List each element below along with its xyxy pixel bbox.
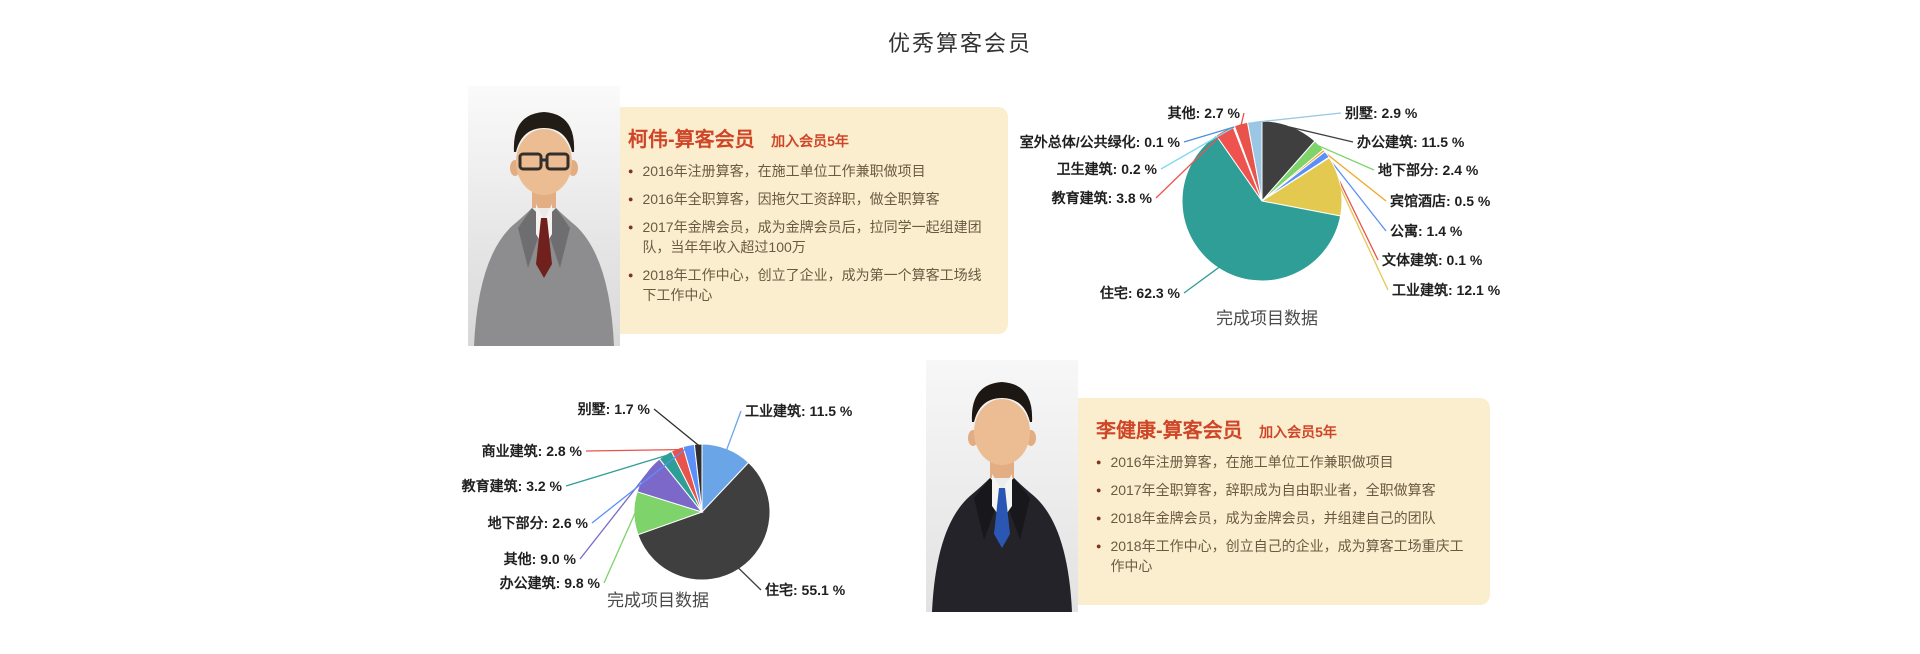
pie-label: 工业建筑: 12.1 % [1392, 282, 1501, 298]
bullet-dot-icon: ● [1096, 457, 1102, 467]
pie-leader-line [726, 410, 742, 450]
member-bullet-text: 2016年注册算客，在施工单位工作兼职做项目 [1110, 454, 1394, 470]
chart-caption: 完成项目数据 [607, 591, 709, 610]
member-card: 柯伟-算客会员 加入会员5年 ● 2016年注册算客，在施工单位工作兼职做项目 ● 2… [556, 107, 1008, 334]
member-photo [468, 86, 620, 346]
pie-slice [633, 491, 704, 536]
pie-label: 文体建筑: 0.1 % [1382, 252, 1483, 268]
member-card: 李健康-算客会员 加入会员5年 ● 2016年注册算客，在施工单位工作兼职做项目 ●… [1070, 398, 1490, 605]
member-bullet-text: 2018年金牌会员，成为金牌会员，并组建自己的团队 [1110, 510, 1436, 526]
pie-slice [1261, 150, 1330, 202]
bullet-dot-icon: ● [628, 166, 634, 176]
pie-label: 其他: 2.7 % [1167, 105, 1240, 121]
pie-label: 室外总体/公共绿化: 0.1 % [1019, 134, 1180, 150]
pie-label: 公寓: 1.4 % [1390, 223, 1463, 239]
pie-slice [1232, 125, 1263, 202]
member-bullet: ● 2018年工作中心，创立了企业，成为第一个算客工场线下工作中心 [628, 265, 986, 305]
pie-slice [658, 450, 703, 513]
bullet-dot-icon: ● [628, 222, 634, 232]
pie-label: 卫生建筑: 0.2 % [1056, 161, 1157, 177]
page-title: 优秀算客会员 [887, 31, 1032, 56]
member-join-duration: 加入会员5年 [1259, 424, 1337, 440]
pie-slice [670, 446, 703, 513]
member-bullet: ● 2016年注册算客，在施工单位工作兼职做项目 [628, 161, 986, 181]
member-name: 柯伟-算客会员 [628, 129, 755, 151]
pie-leader-line [1254, 112, 1342, 123]
member-bullet-list: ● 2016年注册算客，在施工单位工作兼职做项目 ● 2017年全职算客，辞职成为自由… [1096, 452, 1470, 576]
member-photo [926, 360, 1078, 612]
pie-slice [637, 461, 771, 581]
pie-label: 工业建筑: 11.5 % [745, 403, 853, 419]
member-bullet: ● 2018年工作中心，创立自己的企业，成为算客工场重庆工作中心 [1096, 536, 1470, 576]
member-join-duration: 加入会员5年 [771, 133, 849, 149]
member-bullet-text: 2017年全职算客，辞职成为自由职业者，全职做算客 [1110, 482, 1436, 498]
bullet-dot-icon: ● [628, 270, 634, 280]
pie-leader-line [1327, 157, 1379, 261]
pie-leader-line [585, 448, 678, 452]
pie-label: 地下部分: 2.4 % [1378, 162, 1479, 178]
pie-leader-line [565, 454, 666, 487]
member-bullet: ● 2018年金牌会员，成为金牌会员，并组建自己的团队 [1096, 508, 1470, 528]
bullet-dot-icon: ● [628, 194, 634, 204]
pie-label: 别墅: 2.9 % [1345, 105, 1418, 121]
member-bullet-text: 2016年全职算客，因拖欠工资辞职，做全职算客 [642, 191, 940, 207]
pie-leader-line [1339, 185, 1389, 291]
pie-leader-line [1183, 266, 1220, 294]
bullet-dot-icon: ● [1096, 513, 1102, 523]
pie-slice [693, 443, 703, 513]
pie-slice [1261, 156, 1331, 202]
pie-leader-line [1322, 150, 1387, 202]
pie-leader-line [653, 408, 699, 446]
pie-slice [1181, 134, 1342, 282]
pie-label: 教育建筑: 3.8 % [1051, 190, 1152, 206]
pie-label: 办公建筑: 9.8 % [499, 575, 600, 591]
pie-leader-line [738, 567, 762, 591]
pie-label: 商业建筑: 2.8 % [481, 443, 582, 459]
pie-label: 教育建筑: 3.2 % [461, 478, 562, 494]
pie-slice [1261, 140, 1325, 202]
pie-label: 地下部分: 2.6 % [487, 515, 588, 531]
member-name: 李健康-算客会员 [1096, 420, 1243, 442]
member-card-header: 柯伟-算客会员 加入会员5年 [628, 123, 986, 152]
member-bullet: ● 2016年全职算客，因拖欠工资辞职，做全职算客 [628, 189, 986, 209]
pie-slice [1261, 148, 1326, 202]
pie-slice [1233, 121, 1263, 202]
member-bullet-text: 2018年工作中心，创立自己的企业，成为算客工场重庆工作中心 [1110, 538, 1464, 574]
pie-slice [682, 443, 703, 513]
pie-label: 宾馆酒店: 0.5 % [1390, 193, 1491, 209]
member-portrait-illustration [926, 360, 1078, 612]
pie-leader-line [603, 512, 636, 584]
member-bullet-text: 2018年工作中心，创立了企业，成为第一个算客工场线下工作中心 [642, 267, 982, 303]
pie-slice [636, 458, 704, 513]
bullet-dot-icon: ● [1096, 541, 1102, 551]
member-bullet: ● 2016年注册算客，在施工单位工作兼职做项目 [1096, 452, 1470, 472]
pie-label: 其他: 9.0 % [503, 551, 576, 567]
pie-slice [1260, 157, 1343, 217]
member-bullet: ● 2017年金牌会员，成为金牌会员后，拉同学一起组建团队，当年年收入超过100万 [628, 217, 986, 257]
pie-slice [1215, 125, 1263, 202]
pie-slice [1261, 120, 1316, 203]
chart-caption: 完成项目数据 [1216, 309, 1318, 328]
pie-label: 别墅: 1.7 % [577, 401, 650, 417]
pie-leader-line [579, 473, 648, 560]
pie-label: 住宅: 62.3 % [1099, 285, 1180, 301]
pie-label: 办公建筑: 11.5 % [1357, 134, 1465, 150]
bullet-dot-icon: ● [1096, 485, 1102, 495]
pie-slice [701, 443, 750, 514]
member-bullet-text: 2016年注册算客，在施工单位工作兼职做项目 [642, 163, 926, 179]
pie-leader-line [1289, 126, 1354, 143]
member-bullet-list: ● 2016年注册算客，在施工单位工作兼职做项目 ● 2016年全职算客，因拖欠工资辞… [628, 161, 986, 305]
pie-leader-line [1240, 112, 1245, 125]
pie-leader-line [1183, 126, 1235, 143]
pie-leader-line [591, 445, 690, 524]
pie-slice [1233, 125, 1263, 202]
member-bullet: ● 2017年全职算客，辞职成为自由职业者，全职做算客 [1096, 480, 1470, 500]
member-card-header: 李健康-算客会员 加入会员5年 [1096, 414, 1470, 443]
member-bullet-text: 2017年金牌会员，成为金牌会员后，拉同学一起组建团队，当年年收入超过100万 [642, 219, 982, 255]
pie-slice [1246, 120, 1263, 202]
pie-label: 住宅: 55.1 % [765, 582, 846, 598]
member-portrait-illustration [468, 86, 620, 346]
